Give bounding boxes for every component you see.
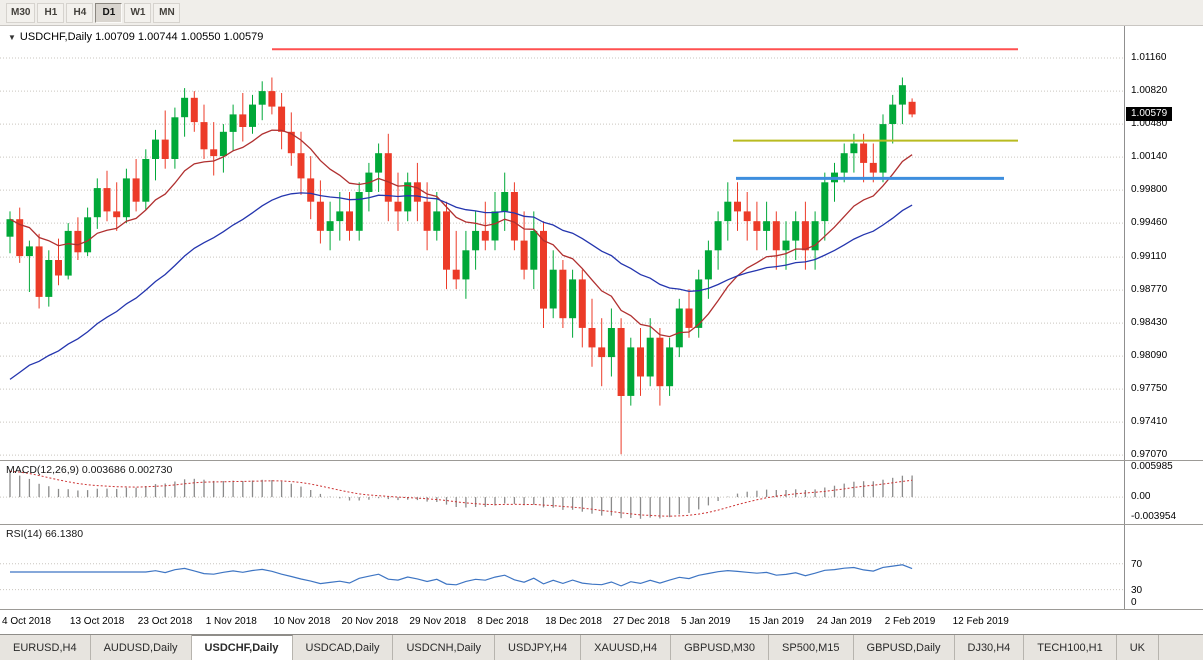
macd-scale-label: -0.003954 (1131, 511, 1177, 522)
macd-signal-line (9, 470, 913, 517)
timeframe-toolbar: M30 H1 H4 D1 W1 MN (0, 0, 1203, 26)
symbol-tab-gbpusd-daily[interactable]: GBPUSD,Daily (853, 635, 955, 660)
time-axis-label: 24 Jan 2019 (816, 616, 872, 627)
time-axis-label: 1 Nov 2018 (205, 616, 257, 627)
price-scale-label: 1.00480 (1131, 118, 1168, 130)
chart-title-text: USDCHF,Daily 1.00709 1.00744 1.00550 1.0… (19, 31, 264, 43)
ma-slow-blue (9, 192, 913, 380)
price-scale-label: 0.98090 (1131, 350, 1168, 362)
time-axis-label: 10 Nov 2018 (273, 616, 331, 627)
time-axis-label: 4 Oct 2018 (2, 616, 51, 627)
macd-indicator-pane: MACD(12,26,9) 0.003686 0.002730 0.005985… (0, 460, 1203, 524)
symbol-tab-usdcad-daily[interactable]: USDCAD,Daily (292, 635, 394, 660)
macd-histogram (9, 471, 913, 519)
price-gridlines (0, 57, 1124, 456)
macd-scale[interactable]: 0.005985 0.00 -0.003954 (1124, 461, 1203, 524)
time-axis-label: 18 Dec 2018 (545, 616, 602, 627)
collapse-chart-icon[interactable]: ▼ (8, 33, 16, 42)
ma-fast-red (9, 129, 913, 338)
macd-scale-label: 0.005985 (1131, 461, 1173, 472)
price-scale-label: 1.01160 (1131, 52, 1167, 64)
horizontal-trendlines[interactable] (272, 48, 1018, 180)
timeframe-button-mn[interactable]: MN (153, 2, 181, 23)
symbol-tab-tech100-h1[interactable]: TECH100,H1 (1024, 635, 1117, 660)
time-axis-label: 12 Feb 2019 (952, 616, 1009, 627)
price-scale-label: 1.00820 (1131, 85, 1168, 97)
symbol-tab-uk[interactable]: UK (1116, 635, 1159, 660)
symbol-tab-usdjpy-h4[interactable]: USDJPY,H4 (495, 635, 582, 660)
timeframe-button-d1[interactable]: D1 (95, 2, 123, 23)
moving-average-lines (9, 129, 913, 380)
time-axis-label: 13 Oct 2018 (69, 616, 125, 627)
price-scale[interactable]: 1.00579 1.01160 1.00820 1.00480 1.00140 0.99… (1124, 26, 1203, 460)
symbol-tab-usdcnh-daily[interactable]: USDCNH,Daily (393, 635, 496, 660)
price-scale-label: 0.97410 (1131, 416, 1168, 428)
rsi-indicator-chart[interactable] (0, 525, 1124, 609)
time-axis-label: 20 Nov 2018 (341, 616, 399, 627)
macd-scale-label: 0.00 (1131, 491, 1151, 503)
time-axis[interactable]: 4 Oct 2018 13 Oct 2018 23 Oct 2018 1 Nov 20… (0, 609, 1203, 634)
symbol-tab-usdchf-daily[interactable]: USDCHF,Daily (191, 635, 293, 660)
rsi-scale-label: 70 (1131, 558, 1143, 570)
price-scale-label: 0.99460 (1131, 217, 1168, 229)
price-scale-label: 0.97070 (1131, 449, 1168, 461)
symbol-tabbar: EURUSD,H4 AUDUSD,Daily USDCHF,Daily USDCAD,… (0, 634, 1203, 660)
rsi-scale[interactable]: 70 30 0 (1124, 525, 1203, 609)
symbol-tab-gbpusd-m30[interactable]: GBPUSD,M30 (671, 635, 770, 660)
price-scale-label: 1.00140 (1131, 151, 1168, 163)
rsi-indicator-pane: RSI(14) 66.1380 70 30 0 (0, 524, 1203, 609)
symbol-tab-audusd-daily[interactable]: AUDUSD,Daily (90, 635, 192, 660)
time-axis-label: 15 Jan 2019 (748, 616, 804, 627)
time-axis-label: 2 Feb 2019 (884, 616, 936, 627)
timeframe-button-w1[interactable]: W1 (124, 2, 152, 23)
macd-indicator-chart[interactable] (0, 461, 1124, 524)
price-scale-label: 0.98430 (1131, 317, 1168, 329)
current-price-badge: 1.00579 (1126, 107, 1173, 122)
macd-indicator-label: MACD(12,26,9) 0.003686 0.002730 (6, 464, 173, 476)
price-scale-label: 0.98770 (1131, 284, 1168, 296)
symbol-tab-xauusd-h4[interactable]: XAUUSD,H4 (581, 635, 672, 660)
chart-window: ▼ USDCHF,Daily 1.00709 1.00744 1.00550 1.… (0, 26, 1203, 634)
timeframe-button-m30[interactable]: M30 (6, 2, 36, 23)
time-axis-label: 23 Oct 2018 (137, 616, 193, 627)
timeframe-button-h4[interactable]: H4 (66, 2, 94, 23)
time-axis-label: 8 Dec 2018 (477, 616, 529, 627)
timeframe-button-h1[interactable]: H1 (37, 2, 65, 23)
price-scale-label: 0.99110 (1131, 251, 1167, 263)
candlestick-chart[interactable] (0, 26, 1124, 460)
price-scale-label: 0.99800 (1131, 184, 1168, 196)
time-axis-label: 5 Jan 2019 (681, 616, 731, 627)
price-scale-label: 0.97750 (1131, 383, 1168, 395)
symbol-tab-eurusd-h4[interactable]: EURUSD,H4 (0, 635, 91, 660)
main-chart-pane: ▼ USDCHF,Daily 1.00709 1.00744 1.00550 1.… (0, 26, 1203, 460)
chart-title: ▼ USDCHF,Daily 1.00709 1.00744 1.00550 1.… (8, 31, 263, 43)
rsi-scale-label: 0 (1131, 597, 1137, 608)
time-axis-label: 29 Nov 2018 (409, 616, 467, 627)
symbol-tab-dj30-h4[interactable]: DJ30,H4 (954, 635, 1025, 660)
rsi-line (10, 564, 913, 587)
rsi-scale-label: 30 (1131, 584, 1143, 596)
time-axis-label: 27 Dec 2018 (613, 616, 670, 627)
rsi-indicator-label: RSI(14) 66.1380 (6, 528, 84, 540)
symbol-tab-sp500-m15[interactable]: SP500,M15 (769, 635, 854, 660)
